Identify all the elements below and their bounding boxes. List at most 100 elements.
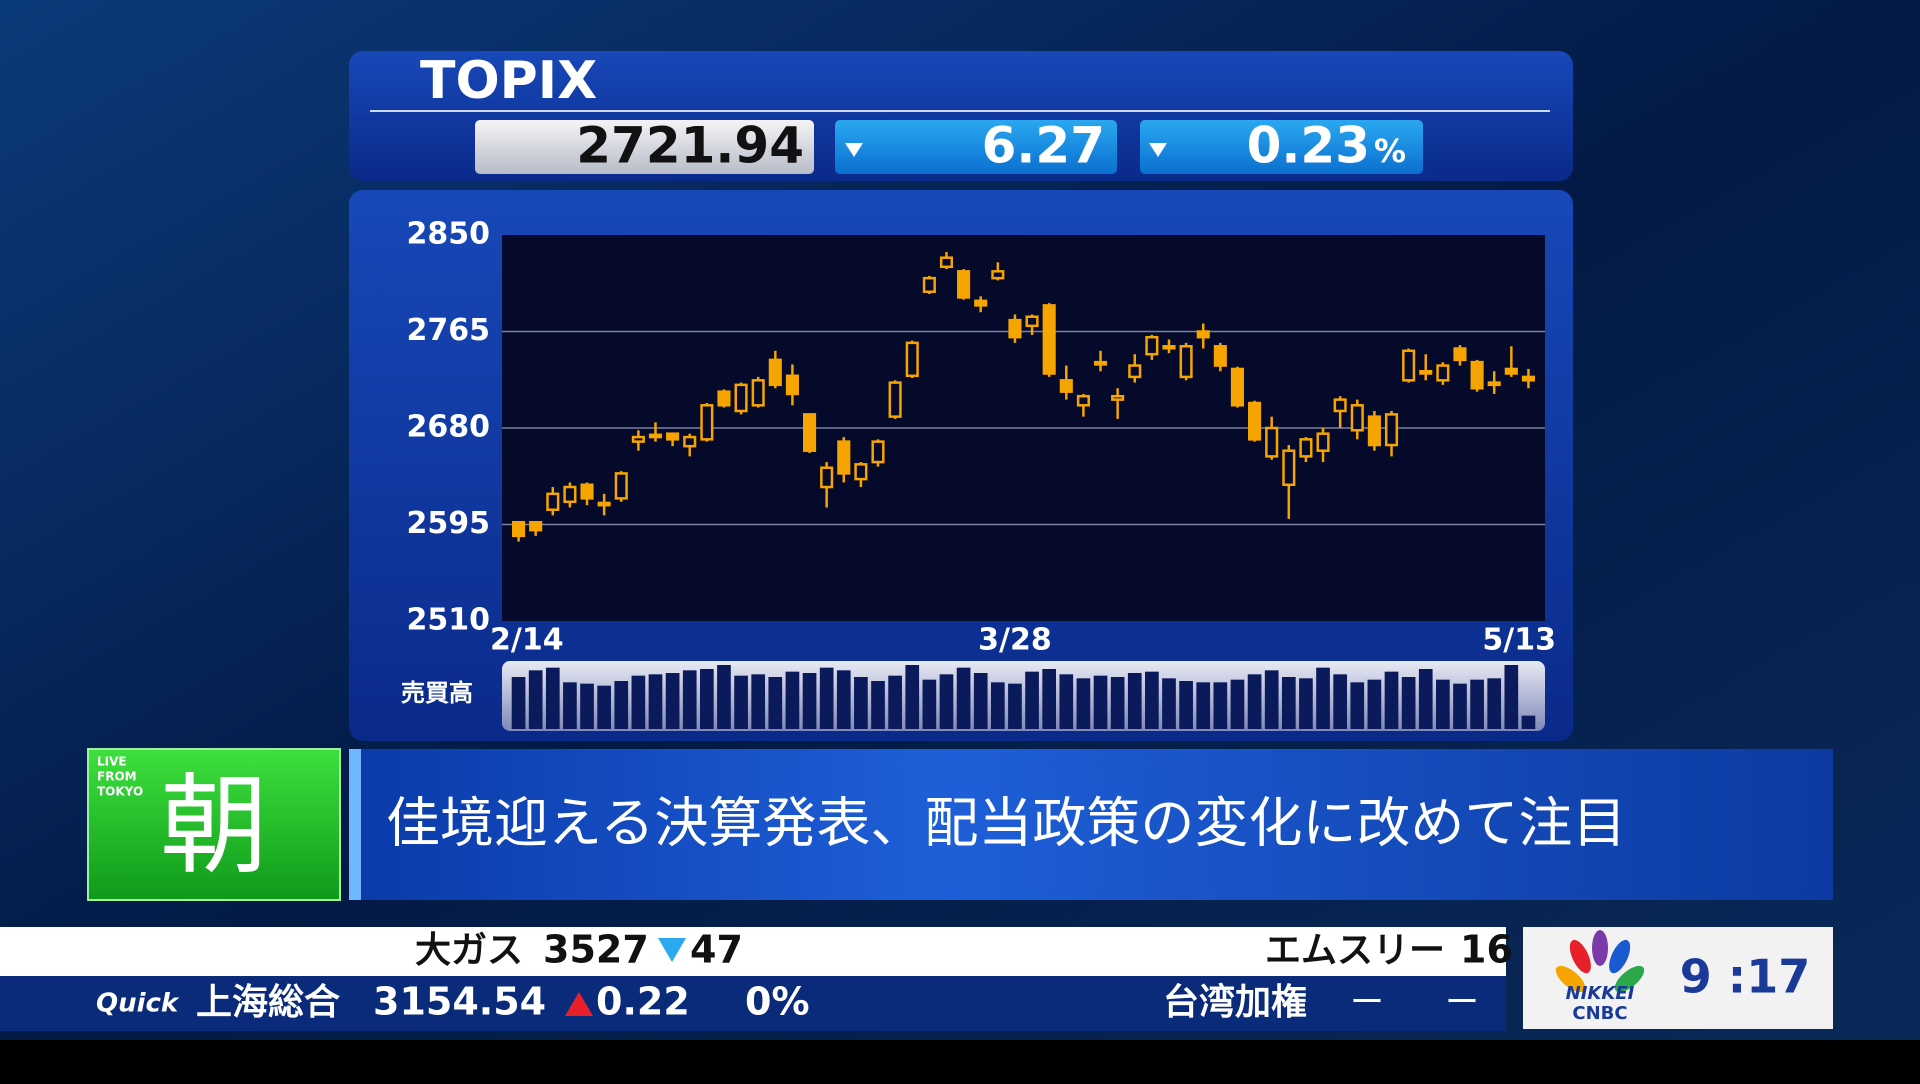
candle-body	[974, 299, 988, 307]
volume-bar	[1504, 665, 1519, 729]
volume-bar	[1042, 669, 1057, 729]
candle-body	[1162, 345, 1176, 350]
brand: NIKKEI	[1566, 983, 1635, 1004]
badge-char: 朝	[160, 764, 268, 889]
volume-bar	[597, 685, 611, 729]
change-pct: 0.23	[1247, 117, 1370, 175]
candle-body	[1350, 404, 1364, 432]
volume-bar	[1384, 671, 1399, 729]
volume-bar	[990, 682, 1005, 729]
up-arrow	[565, 992, 593, 1016]
ticker-price: ー	[1350, 983, 1384, 1023]
volume-bar	[1179, 681, 1193, 729]
candle-body	[768, 358, 782, 387]
volume-bar	[1316, 667, 1330, 729]
volume-bar	[1145, 671, 1159, 729]
x-tick-label: 2/14	[490, 623, 564, 658]
volume-bar	[734, 675, 748, 729]
y-tick-label: 2595	[407, 506, 491, 541]
price-box	[475, 120, 814, 174]
pct-unit: %	[1374, 132, 1406, 170]
candle-body	[1316, 432, 1330, 452]
volume-bar	[1281, 677, 1296, 729]
ticker-top	[0, 927, 1506, 976]
volume-bar	[973, 673, 988, 729]
candle-body	[631, 435, 645, 443]
source: Quick	[96, 989, 180, 1019]
badge	[87, 748, 341, 901]
candle-body	[1128, 364, 1142, 379]
title: TOPIX	[420, 51, 597, 111]
volume-bar	[1470, 679, 1484, 729]
volume-bar	[785, 671, 800, 729]
y-tick-label: 2765	[407, 313, 491, 348]
volume-bar	[580, 683, 594, 729]
ticker-change: ー	[1445, 983, 1479, 1023]
volume-bar	[511, 677, 526, 729]
candle-body	[854, 463, 868, 481]
candle-body	[683, 435, 697, 448]
headline-bar	[349, 749, 1833, 900]
badge-small: LIVE	[97, 755, 127, 769]
ticker-pct: 0%	[745, 980, 810, 1024]
price: 2721.94	[576, 117, 804, 175]
candle-body	[1333, 398, 1347, 413]
candle-body	[1367, 415, 1381, 447]
candle-body	[1453, 347, 1467, 362]
ticker-bottom	[0, 976, 1506, 1031]
candle-body	[1470, 360, 1484, 390]
candle-body	[1299, 438, 1313, 458]
candle-body	[597, 501, 611, 507]
volume-bar	[1196, 682, 1211, 729]
volume-bar	[665, 673, 680, 729]
volume-bar	[1453, 683, 1467, 729]
volume-bar	[1487, 678, 1502, 729]
candle-body	[1093, 360, 1108, 366]
chart: 2510 2595 2680 2765 2850 2/14 3/28 5/13 売買高	[401, 217, 1556, 729]
volume-bar	[614, 681, 629, 729]
x-tick-label: 3/28	[978, 623, 1052, 658]
candle-body	[1179, 345, 1193, 379]
candle-body	[700, 404, 714, 441]
volume-bar	[819, 667, 834, 729]
candle-body	[1196, 330, 1210, 339]
candle-body	[1521, 375, 1535, 382]
candle-body	[1059, 379, 1073, 393]
candle-body	[1419, 369, 1433, 375]
volume-bar	[751, 674, 766, 729]
candle-body	[1042, 304, 1056, 375]
volume-bar	[631, 675, 646, 729]
candle-body	[991, 270, 1005, 280]
volume-bar	[768, 677, 783, 729]
volume-bar	[648, 674, 663, 729]
candle-body	[666, 432, 680, 441]
candle-body	[614, 472, 628, 500]
volume-label: 売買高	[401, 679, 473, 707]
badge-small: TOKYO	[97, 785, 143, 799]
bottom-band	[0, 1040, 1920, 1080]
volume-bar	[1521, 715, 1536, 729]
candle-body	[1402, 349, 1416, 382]
candle-body	[802, 413, 817, 452]
x-tick-label: 5/13	[1482, 623, 1556, 658]
candle-body	[905, 341, 919, 378]
volume-bar	[682, 670, 697, 729]
ticker-name: 台湾加権	[1163, 981, 1307, 1023]
candle-body	[1145, 335, 1159, 356]
volume-bar	[1110, 677, 1125, 729]
candle-body	[1504, 367, 1518, 375]
headline-accent	[349, 749, 361, 900]
down-arrow	[658, 938, 686, 962]
volume-bar	[528, 670, 543, 729]
volume-bar	[956, 667, 971, 729]
volume-bar	[854, 677, 868, 729]
ticker-name: エムスリー	[1265, 930, 1445, 971]
badge-small: FROM	[97, 770, 137, 784]
candle-body	[751, 379, 765, 407]
candle-body	[580, 483, 594, 500]
candle-body	[1436, 364, 1450, 382]
volume-bar	[563, 682, 577, 729]
candle-body	[1282, 449, 1296, 487]
volume-bar	[939, 674, 954, 729]
